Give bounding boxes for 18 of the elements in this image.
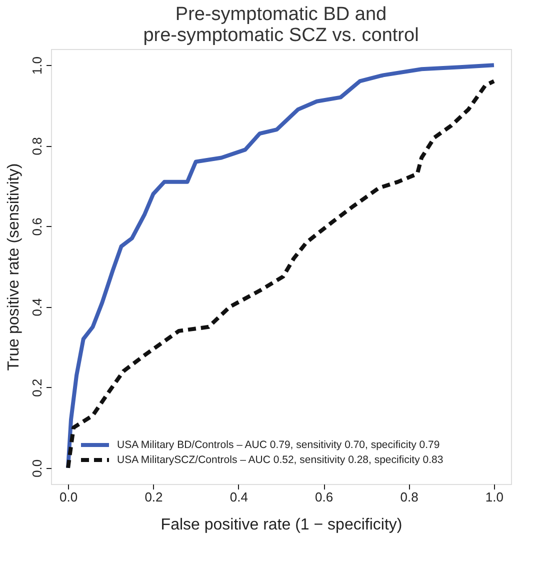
y-tick-label: 0.4 [30, 298, 44, 316]
x-axis-title: False positive rate (1 − specificity) [160, 516, 402, 534]
x-tick-label: 1.0 [485, 490, 504, 504]
x-tick-label: 0.2 [144, 490, 163, 504]
y-tick-label: 0.6 [30, 218, 44, 236]
y-tick-label: 0.0 [30, 459, 44, 478]
legend-label: USA Military BD/Controls – AUC 0.79, sensitivity 0.70, specificity 0.79 [117, 439, 440, 451]
x-tick-label: 0.8 [400, 490, 418, 504]
y-tick-label: 1.0 [30, 56, 44, 75]
text: Pre-symptomatic BD and [175, 4, 387, 25]
text: pre-symptomatic SCZ vs. control [143, 25, 419, 46]
x-tick-label: 0.4 [230, 490, 248, 504]
x-tick-label: 0.6 [315, 490, 334, 504]
y-axis-title: True positive rate (sensitivity) [6, 163, 22, 371]
y-tick-label: 0.2 [30, 378, 44, 397]
x-tick-label: 0.0 [60, 490, 78, 504]
y-tick-label: 0.8 [30, 137, 44, 156]
legend-label: USA MilitarySCZ/Controls – AUC 0.52, sensitivity 0.28, specificity 0.83 [117, 454, 444, 466]
